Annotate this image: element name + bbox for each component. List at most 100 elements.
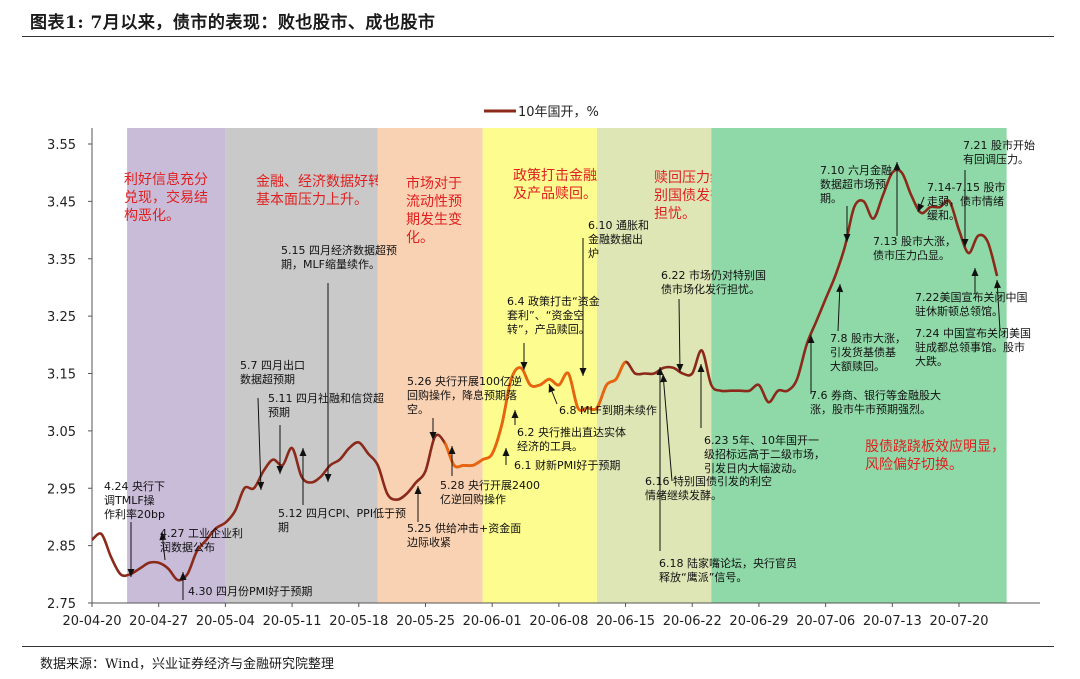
annotation-text: 引发日内大幅波动。 (704, 461, 803, 475)
annotation-text: 6.23 5年、10年国开一 (704, 433, 819, 447)
y-tick-label: 2.95 (47, 482, 76, 497)
annotation-text: 6.8 MLF到期未续作 (559, 403, 657, 417)
x-tick-label: 20-04-20 (62, 614, 121, 629)
phase-label-3: 市场对于 (406, 175, 462, 192)
annotation-arrowhead (994, 280, 1001, 289)
annotation-arrow-line (257, 397, 262, 491)
annotation-arrowhead (893, 162, 901, 170)
bottom-rule (22, 646, 1054, 647)
figure-title: 图表1: 7月以来，债市的表现：败也股市、成也股市 (30, 13, 436, 33)
annotation-arrowhead (676, 364, 684, 372)
annotation-arrowhead (299, 448, 307, 456)
y-tick-label: 3.45 (47, 195, 76, 210)
annotation-text: 6.10 通胀和 (588, 219, 649, 232)
x-tick-label: 20-05-18 (329, 614, 388, 629)
annotation-text: 经济的工具。 (517, 439, 583, 453)
phase-region-2 (225, 128, 378, 603)
annotation-text: 6.1 财新PMI好于预期 (514, 458, 620, 472)
annotation-arrow-line (678, 298, 681, 373)
annotation-text: 7.13 股市大涨， (873, 234, 956, 248)
annotation-arrowhead (579, 368, 587, 376)
annotation-text: 炉 (588, 247, 599, 260)
annotation-text: 5.28 央行开展2400 (440, 479, 540, 492)
phase-label-6: 股债跷跷板效应明显， (865, 438, 1005, 455)
annotation-text: 数据超预期 (240, 372, 295, 386)
annotation-text: 引发货基债基 (830, 345, 896, 359)
x-tick-label: 20-05-04 (196, 614, 255, 629)
annotation-text: 5.26 央行开展100亿逆 (407, 374, 522, 388)
annotation-text: 7.22美国宣布关闭中国 (915, 290, 1028, 304)
phase-label-3: 化。 (406, 230, 434, 246)
annotation-text: 7.24 中国宣布关闭美国 (915, 326, 1031, 340)
annotation-text: 空。 (407, 402, 429, 416)
annotation-text: 调TMLF操 (104, 493, 155, 507)
annotation-text: 4.30 四月份PMI好于预期 (188, 584, 312, 598)
data-source-note: 数据来源：Wind，兴业证券经济与金融研究院整理 (40, 657, 334, 672)
series-line-highlight (444, 360, 626, 469)
annotation-text: 预期 (268, 406, 290, 419)
annotation-text: 大跌。 (915, 354, 948, 368)
annotation-text: 4.27 工业企业利 (160, 526, 243, 540)
phase-region-1 (127, 128, 226, 603)
annotation-text: 驻休斯顿总领馆。 (915, 304, 1003, 318)
annotation-text: 6.2 央行推出直达实体 (517, 425, 626, 439)
annotation-text: 7.21 股市开始 (963, 138, 1035, 152)
annotation-arrowhead (660, 374, 668, 383)
annotation-text: 情绪继续发酵。 (645, 488, 722, 502)
annotation-text: 6.22 市场仍对特别国 (661, 268, 766, 282)
annotation-text: 期。 (820, 192, 842, 205)
annotation-text: 数据超市场预 (820, 177, 886, 191)
annotation-arrowhead (520, 362, 528, 370)
annotation-text: 7.10 六月金融 (820, 163, 892, 177)
annotation-text: 5.15 四月经济数据超预 (281, 243, 397, 257)
phase-region-5 (596, 128, 712, 603)
annotation-arrowhead (257, 481, 265, 490)
phase-label-6: 风险偏好切换。 (865, 456, 963, 473)
annotation-arrowhead (656, 367, 664, 375)
x-tick-label: 20-07-06 (796, 614, 855, 629)
annotation-text: 6.18 陆家嘴论坛，央行官员 (659, 556, 797, 570)
annotation-arrowhead (917, 203, 925, 212)
annotation-text: 缓和。 (927, 209, 960, 222)
annotation-text: 债市场化发行担忧。 (661, 282, 760, 296)
y-tick-label: 3.55 (47, 138, 76, 153)
x-tick-label: 20-06-15 (596, 614, 655, 629)
annotation-arrowhead (807, 335, 815, 343)
x-tick-label: 20-07-20 (930, 614, 989, 629)
annotation-arrowhead (697, 364, 705, 372)
phase-label-3: 流动性预 (406, 194, 462, 210)
annotation-text: 边际收紧 (407, 535, 451, 549)
annotation-text: 5.7 四月出口 (240, 358, 305, 372)
annotation-arrowhead (961, 239, 969, 247)
top-rule (22, 36, 1054, 37)
annotation-arrowhead (511, 410, 519, 418)
phase-region-6 (711, 128, 1007, 603)
annotation-text: 润数据公布 (160, 540, 215, 554)
phase-label-1: 兑现，交易结 (124, 189, 208, 206)
x-tick-label: 20-05-11 (263, 614, 322, 629)
annotation-arrowhead (502, 448, 510, 456)
legend-label: 10年国开，% (518, 105, 599, 120)
annotation-text: 7.6 券商、银行等金融股大 (810, 388, 941, 402)
phase-label-5: 担忧。 (654, 206, 696, 222)
phase-label-4: 及产品赎回。 (513, 185, 597, 202)
phase-region-4 (482, 128, 597, 603)
annotation-arrowhead (324, 474, 332, 482)
annotation-text: 7.8 股市大涨， (830, 331, 906, 345)
y-tick-label: 3.05 (47, 425, 76, 440)
annotation-text: 亿逆回购操作 (440, 492, 506, 506)
y-tick-label: 3.15 (47, 368, 76, 383)
annotation-text: 7.14-7.15 股市 (927, 180, 1005, 194)
phase-label-3: 期发生变 (406, 212, 462, 228)
y-tick-label: 2.85 (47, 540, 76, 555)
annotation-text: 4.24 央行下 (104, 480, 165, 493)
phase-label-2: 金融、经济数据好转， (256, 174, 396, 190)
y-tick-label: 3.25 (47, 310, 76, 325)
annotation-text: 6.4 政策打击“资金 (507, 294, 600, 308)
x-tick-label: 20-06-29 (729, 614, 788, 629)
annotation-text: 5.11 四月社融和信贷超 (268, 391, 384, 405)
annotation-text: 涨，股市牛市预期强烈。 (810, 402, 931, 416)
annotation-text: 6.16 特别国债引发的利空 (645, 474, 772, 488)
annotation-text: 债市压力凸显。 (873, 248, 950, 262)
